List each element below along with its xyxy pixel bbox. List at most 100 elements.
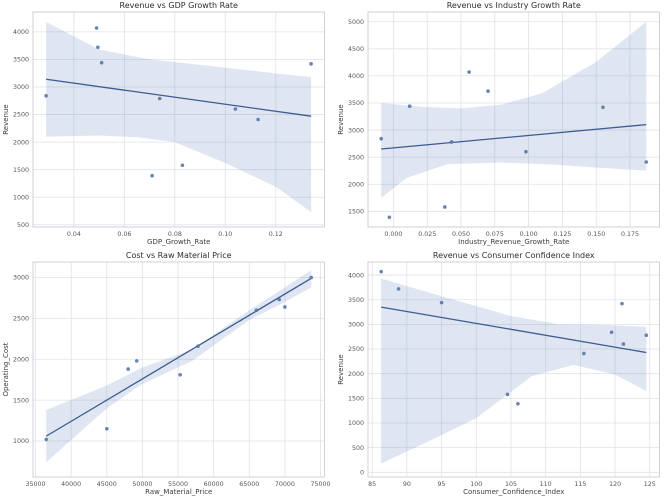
svg-text:4000: 4000 — [13, 29, 29, 36]
chart-revenue-vs-gdp-growth-rate: 0.04 0.06 0.08 0.10 0.12 500 1000 1500 2000 2500 3… — [2, 1, 325, 246]
data-point — [233, 107, 238, 111]
svg-text:2000: 2000 — [347, 371, 363, 378]
data-point — [378, 269, 383, 274]
chart-title: Revenue vs Industry Growth Rate — [446, 1, 580, 10]
svg-text:65000: 65000 — [239, 481, 259, 488]
data-point — [387, 215, 391, 220]
svg-text:0: 0 — [359, 470, 363, 477]
svg-text:0.050: 0.050 — [452, 231, 470, 238]
y-axis-label: Revenue — [337, 104, 345, 135]
y-axis-tick-labels: 0 500 1000 1500 2000 2500 3000 3500 4000 — [347, 272, 363, 476]
confidence-band — [46, 270, 312, 463]
data-point — [643, 160, 648, 164]
chart-revenue-vs-consumer-confidence-index: 85 90 95 100 105 110 115 120 125 0 500 1000 1500 2000… — [337, 251, 660, 496]
data-point — [466, 70, 471, 74]
svg-text:0.025: 0.025 — [418, 231, 436, 238]
svg-text:3500: 3500 — [13, 57, 29, 64]
scatter-points — [378, 269, 648, 406]
svg-text:115: 115 — [574, 481, 586, 488]
svg-text:55000: 55000 — [168, 481, 188, 488]
data-point — [485, 89, 490, 93]
svg-text:5000: 5000 — [347, 19, 363, 26]
x-axis-label: Raw_Material_Price — [145, 488, 212, 496]
svg-text:3000: 3000 — [13, 275, 29, 282]
data-point — [157, 96, 162, 101]
svg-text:0.150: 0.150 — [587, 231, 605, 238]
svg-text:0.04: 0.04 — [67, 231, 81, 238]
regression-line — [380, 306, 646, 354]
chart-title: Revenue vs Consumer Confidence Index — [432, 251, 594, 260]
confidence-band — [380, 278, 646, 464]
axes-spines — [367, 11, 660, 228]
svg-text:500: 500 — [17, 222, 29, 229]
scatter-points — [378, 70, 648, 220]
svg-text:1000: 1000 — [13, 194, 29, 201]
svg-text:100: 100 — [470, 481, 482, 488]
svg-text:2000: 2000 — [13, 356, 29, 363]
data-point — [378, 136, 383, 141]
axes-spines — [32, 11, 325, 228]
data-point — [126, 367, 130, 371]
data-point — [256, 117, 260, 122]
y-axis-tick-labels: 1000 1500 2000 2500 3000 — [13, 275, 29, 445]
svg-text:75000: 75000 — [310, 481, 330, 488]
svg-text:60000: 60000 — [204, 481, 224, 488]
svg-text:0.075: 0.075 — [485, 231, 503, 238]
svg-text:3500: 3500 — [347, 100, 363, 107]
svg-text:0.08: 0.08 — [168, 231, 182, 238]
svg-text:2500: 2500 — [347, 346, 363, 353]
svg-text:1500: 1500 — [13, 397, 29, 404]
svg-text:45000: 45000 — [97, 481, 117, 488]
data-point — [277, 297, 281, 302]
data-point — [105, 426, 109, 431]
data-point — [44, 437, 49, 442]
svg-text:70000: 70000 — [275, 481, 295, 488]
svg-text:2500: 2500 — [13, 112, 29, 119]
svg-text:4000: 4000 — [347, 73, 363, 80]
svg-text:500: 500 — [351, 445, 363, 452]
data-point — [581, 351, 586, 356]
svg-text:4500: 4500 — [347, 46, 363, 53]
chart-title: Cost vs Raw Material Price — [126, 251, 232, 260]
svg-text:1500: 1500 — [347, 396, 363, 403]
data-point — [523, 149, 528, 154]
data-point — [283, 305, 287, 309]
svg-text:3000: 3000 — [347, 127, 363, 134]
svg-text:0.06: 0.06 — [117, 231, 131, 238]
svg-text:4000: 4000 — [347, 272, 363, 279]
x-axis-label: GDP_Growth_Rate — [147, 238, 210, 246]
chart-title: Revenue vs GDP Growth Rate — [120, 1, 238, 10]
x-axis-label: Industry_Revenue_Growth_Rate — [458, 238, 569, 246]
data-point — [94, 26, 99, 30]
y-axis-tick-labels: 1500 2000 2500 3000 3500 4000 4500 5000 — [347, 19, 363, 216]
svg-text:0.000: 0.000 — [384, 231, 402, 238]
data-point — [254, 308, 259, 313]
y-axis-label: Operating_Cost — [2, 342, 10, 396]
x-axis-label: Consumer_Confidence_Index — [463, 488, 564, 496]
y-axis-label: Revenue — [2, 104, 10, 135]
data-point — [644, 333, 648, 338]
x-axis-tick-labels: 35000 40000 45000 50000 55000 60000 65000 70000… — [26, 481, 331, 488]
axes-spines — [32, 261, 325, 478]
subplot-cost-vs-raw-material-price: 35000 40000 45000 50000 55000 60000 65000 70000… — [0, 250, 335, 500]
svg-text:2500: 2500 — [347, 154, 363, 161]
svg-text:3000: 3000 — [13, 84, 29, 91]
scatter-points — [44, 275, 314, 442]
data-point — [196, 344, 200, 348]
data-point — [442, 205, 447, 209]
svg-text:0.10: 0.10 — [218, 231, 232, 238]
data-point — [609, 330, 613, 335]
svg-text:2500: 2500 — [13, 316, 29, 323]
subplot-revenue-vs-consumer-confidence-index: 85 90 95 100 105 110 115 120 125 0 500 1000 1500 2000… — [335, 250, 669, 500]
data-point — [396, 287, 400, 291]
data-point — [178, 373, 182, 377]
data-point — [449, 140, 453, 144]
data-point — [600, 105, 605, 110]
svg-text:2000: 2000 — [13, 139, 29, 146]
data-point — [621, 342, 625, 346]
svg-text:95: 95 — [437, 481, 445, 488]
data-point — [407, 104, 411, 109]
svg-text:85: 85 — [368, 481, 376, 488]
svg-text:120: 120 — [609, 481, 621, 488]
